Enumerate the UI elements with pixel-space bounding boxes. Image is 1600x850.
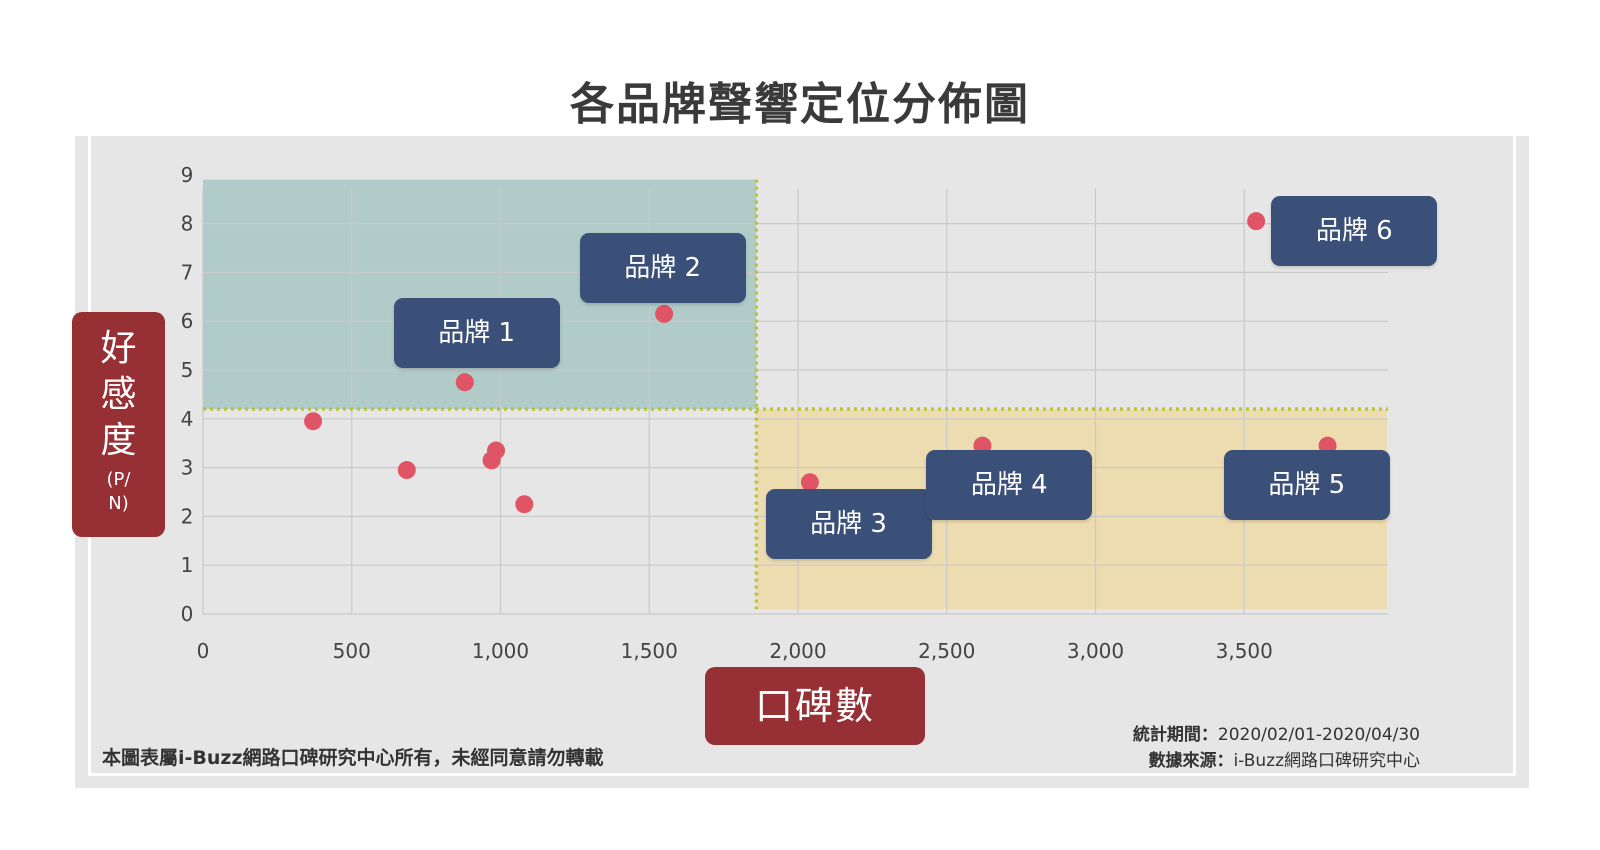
period-value: 2020/02/01-2020/04/30 [1217, 725, 1420, 745]
x-tick-label: 2,500 [918, 639, 975, 663]
y-tick-label: 6 [181, 309, 194, 333]
y-tick-label: 2 [181, 504, 194, 528]
brand-label: 品牌 6 [1271, 195, 1438, 266]
x-tick-label: 3,000 [1067, 639, 1124, 663]
data-point [515, 495, 534, 514]
y-tick-label: 9 [181, 163, 194, 187]
data-point [655, 304, 674, 323]
x-axis-label: 口碑數 [705, 667, 925, 745]
period-note: 統計期間：2020/02/01-2020/04/30 [1133, 720, 1420, 745]
brand-label: 品牌 1 [393, 298, 560, 369]
y-tick-label: 5 [181, 358, 194, 382]
brand-label: 品牌 5 [1223, 449, 1390, 520]
grid-layer [202, 188, 1388, 615]
data-points-layer [304, 212, 1337, 514]
data-point [487, 441, 506, 460]
copyright-note: 本圖表屬i-Buzz網路口碑研究中心所有，未經同意請勿轉載 [102, 747, 604, 769]
data-point [397, 461, 416, 480]
divider-layer [203, 179, 1388, 610]
brand-label: 品牌 4 [926, 449, 1093, 520]
x-tick-label: 1,000 [472, 639, 529, 663]
y-axis-label: 好感度 [100, 328, 137, 461]
y-axis-sublabel: (P/N) [106, 469, 131, 514]
x-tick-label: 500 [333, 639, 371, 663]
x-tick-label: 2,000 [769, 639, 826, 663]
source-note: 數據來源：i-Buzz網路口碑研究中心 [1148, 746, 1420, 771]
y-tick-label: 7 [181, 260, 194, 284]
source-value: i-Buzz網路口碑研究中心 [1233, 751, 1420, 771]
source-label: 數據來源： [1148, 751, 1234, 771]
x-axis-ticks: 0 500 1,000 1,500 2,000 2,500 3,000 3,500 [197, 639, 1273, 663]
x-tick-label: 3,500 [1216, 639, 1273, 663]
y-tick-label: 1 [181, 553, 194, 577]
y-axis-ticks: 0 1 2 3 4 5 6 7 8 9 [181, 163, 194, 626]
y-tick-label: 4 [181, 407, 194, 431]
y-axis-label-box: 好感度 (P/N) [72, 312, 165, 537]
data-point [1247, 212, 1266, 231]
period-label: 統計期間： [1132, 725, 1218, 745]
chart-title: 各品牌聲響定位分佈圖 [570, 79, 1030, 130]
brand-label: 品牌 2 [579, 232, 746, 303]
data-point [455, 373, 474, 392]
y-tick-label: 3 [181, 456, 194, 480]
x-tick-label: 1,500 [621, 639, 678, 663]
data-point [800, 473, 819, 492]
x-tick-label: 0 [197, 639, 210, 663]
y-tick-label: 0 [181, 602, 194, 626]
y-tick-label: 8 [181, 212, 194, 236]
brand-label: 品牌 3 [765, 488, 932, 559]
data-point [304, 412, 323, 431]
